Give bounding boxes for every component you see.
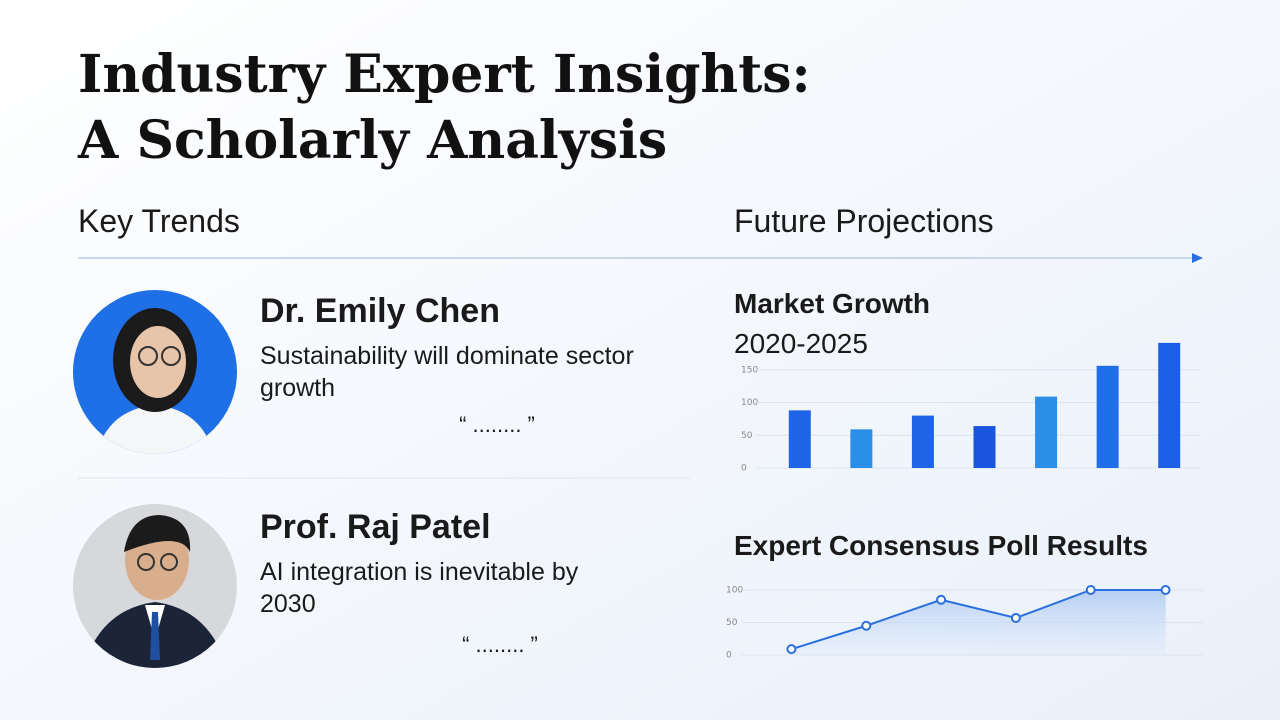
y-tick-label: 100 (726, 586, 743, 596)
bar (1158, 342, 1181, 468)
point (1160, 585, 1171, 595)
y-tick-label: 0 (726, 651, 732, 661)
line (791, 589, 1166, 651)
y-tick-label: 150 (741, 365, 758, 375)
point (861, 620, 872, 631)
bar (850, 429, 873, 468)
avatar (73, 290, 237, 454)
expert-name: Prof. Raj Patel (260, 508, 491, 546)
section-heading: Key Trends (78, 203, 240, 239)
quote-marks: “ ........ ” (459, 412, 535, 437)
quote-marks: “ ........ ” (462, 632, 538, 657)
title: Industry Expert Insights: (78, 44, 811, 105)
bar (911, 415, 934, 468)
chart-title: Market Growth (734, 288, 930, 319)
y-tick-label: 50 (741, 431, 753, 441)
point (1085, 585, 1096, 595)
area (791, 590, 1166, 655)
y-tick-label: 100 (741, 398, 758, 408)
expert-quote: 2030 (260, 590, 316, 618)
section-heading: Future Projections (734, 203, 994, 239)
expert-quote: Sustainability will dominate sector (260, 342, 634, 370)
bar (973, 426, 996, 468)
point (936, 594, 947, 605)
expert-quote: growth (260, 374, 335, 402)
chart-subtitle: 2020-2025 (734, 328, 868, 359)
y-tick-label: 50 (726, 618, 738, 628)
point (786, 644, 797, 655)
bar (1035, 396, 1058, 468)
bar (1096, 365, 1119, 468)
expert-name: Dr. Emily Chen (260, 292, 500, 330)
point (1010, 612, 1021, 623)
title: A Scholarly Analysis (77, 110, 667, 171)
arrow (1192, 253, 1203, 263)
chart-title: Expert Consensus Poll Results (734, 530, 1148, 561)
y-tick-label: 0 (741, 464, 747, 474)
expert-quote: AI integration is inevitable by (260, 558, 579, 586)
bar (788, 410, 811, 468)
